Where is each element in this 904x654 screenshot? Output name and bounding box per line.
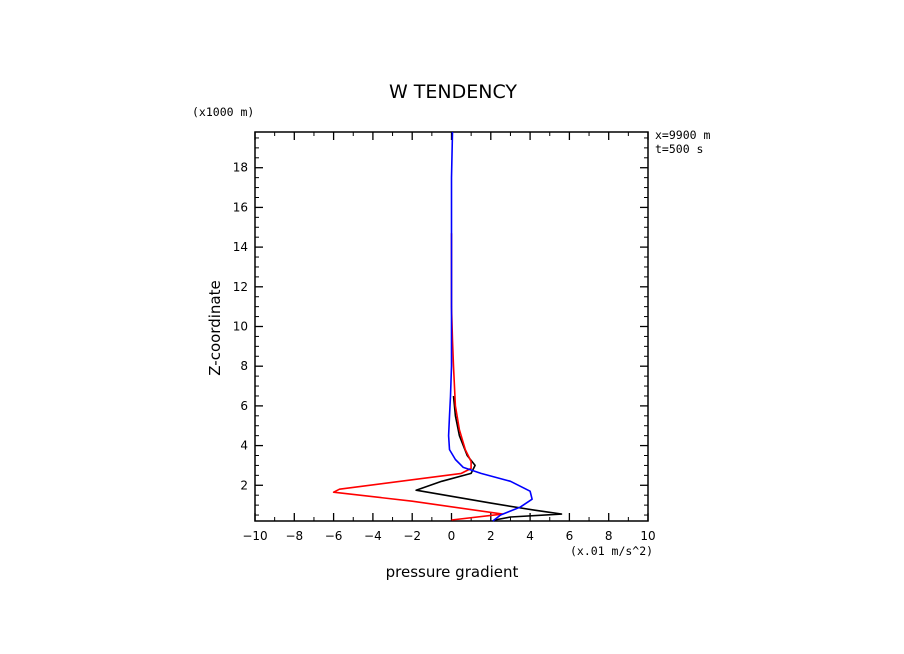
x-tick-label: −4 <box>364 529 382 543</box>
x-tick-label: −2 <box>403 529 421 543</box>
x-tick-labels: −10 −8 −6 −4 −2 0 2 4 6 8 10 <box>242 529 655 543</box>
x-tick-label: 0 <box>448 529 456 543</box>
x-tick-label: −6 <box>325 529 343 543</box>
x-unit-label: (x.01 m/s^2) <box>570 544 653 558</box>
y-tick-label: 4 <box>240 439 248 453</box>
y-tick-label: 10 <box>233 320 248 334</box>
y-tick-label: 16 <box>233 200 248 214</box>
x-tick-label: 10 <box>640 529 655 543</box>
info-x: x=9900 m <box>655 128 710 142</box>
y-unit-label: (x1000 m) <box>192 105 254 119</box>
series-line-red <box>332 233 504 521</box>
axis-ticks <box>254 132 649 521</box>
x-tick-label: 2 <box>487 529 495 543</box>
x-tick-label: −10 <box>242 529 267 543</box>
y-axis-label: Z-coordinate <box>206 280 224 375</box>
x-tick-label: 4 <box>526 529 534 543</box>
series-line-black <box>415 395 563 521</box>
y-tick-label: 8 <box>240 359 248 373</box>
y-tick-labels: 2 4 6 8 10 12 14 16 18 <box>233 161 248 493</box>
x-tick-label: −8 <box>285 529 303 543</box>
y-tick-label: 14 <box>233 240 248 254</box>
series-line-blue <box>447 131 533 522</box>
info-t: t=500 s <box>655 142 703 156</box>
series-lines <box>332 131 563 522</box>
y-tick-label: 18 <box>233 161 248 175</box>
y-tick-label: 2 <box>240 478 248 492</box>
y-tick-label: 12 <box>233 280 248 294</box>
chart-title: W TENDENCY <box>389 81 517 103</box>
y-tick-label: 6 <box>240 399 248 413</box>
x-tick-label: 6 <box>566 529 574 543</box>
x-axis-label: pressure gradient <box>386 563 519 581</box>
x-tick-label: 8 <box>605 529 613 543</box>
